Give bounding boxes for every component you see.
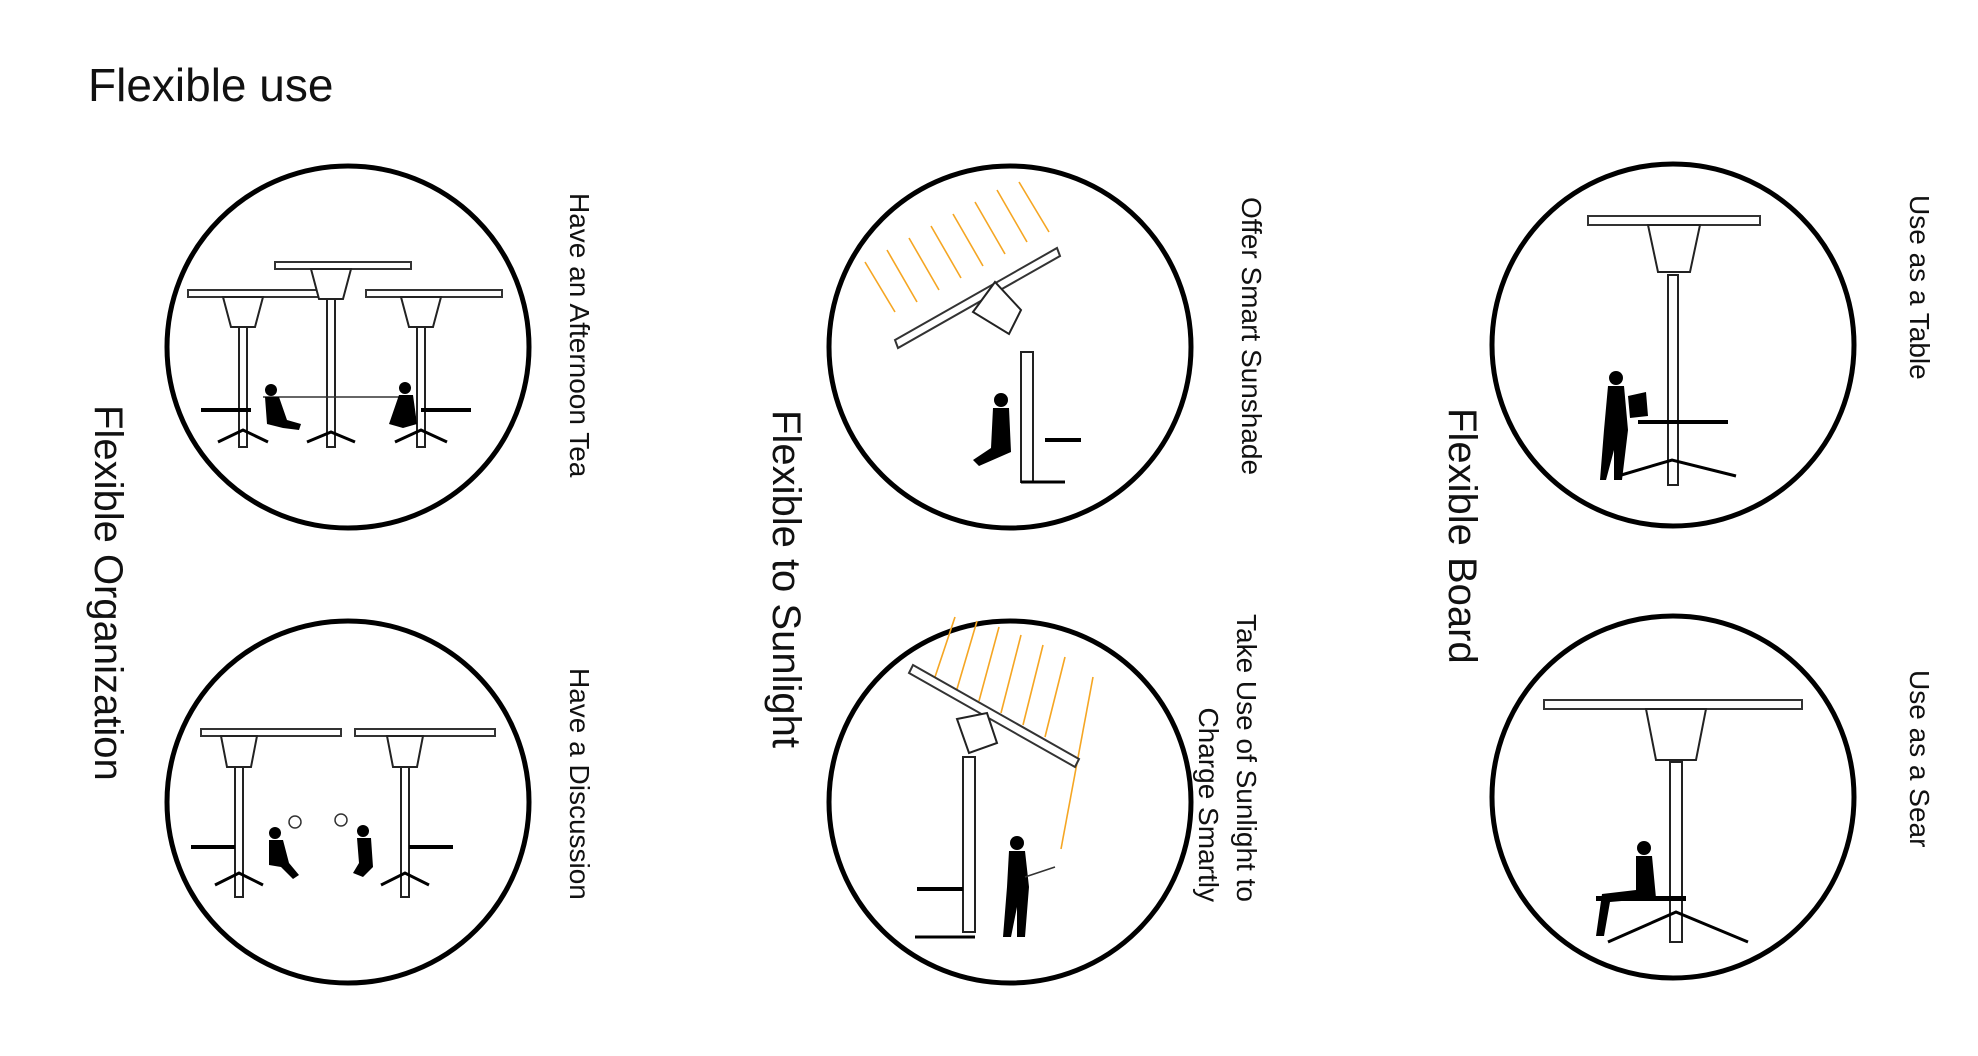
page-title: Flexible use <box>88 59 334 111</box>
solar-charging-illustration <box>826 616 1194 986</box>
group-label-flexible-to-sunlight: Flexible to Sunlight <box>764 410 808 748</box>
item-label-smart-sunshade: Offer Smart Sunshade <box>1236 197 1267 476</box>
group-label-flexible-organization: Flexible Organization <box>86 405 130 781</box>
seat-illustration <box>1489 613 1857 981</box>
item-label-solar-charging: Take Use of Sunlight to Charge Smartly <box>1189 614 1265 902</box>
item-label-use-as-table: Use as a Table <box>1904 195 1935 380</box>
item-label-solar-charging-line1: Take Use of Sunlight to <box>1231 614 1262 902</box>
item-label-solar-charging-line2: Charge Smartly <box>1193 707 1224 902</box>
item-label-use-as-seat: Use as a Sear <box>1904 670 1935 848</box>
table-illustration <box>1489 161 1857 529</box>
group-label-flexible-board: Flexible Board <box>1440 408 1484 664</box>
sunshade-illustration <box>826 163 1194 531</box>
discussion-illustration <box>164 618 532 986</box>
item-label-afternoon-tea: Have an Afternoon Tea <box>564 193 595 478</box>
afternoon-tea-illustration <box>164 163 532 531</box>
item-label-discussion: Have a Discussion <box>564 668 595 900</box>
